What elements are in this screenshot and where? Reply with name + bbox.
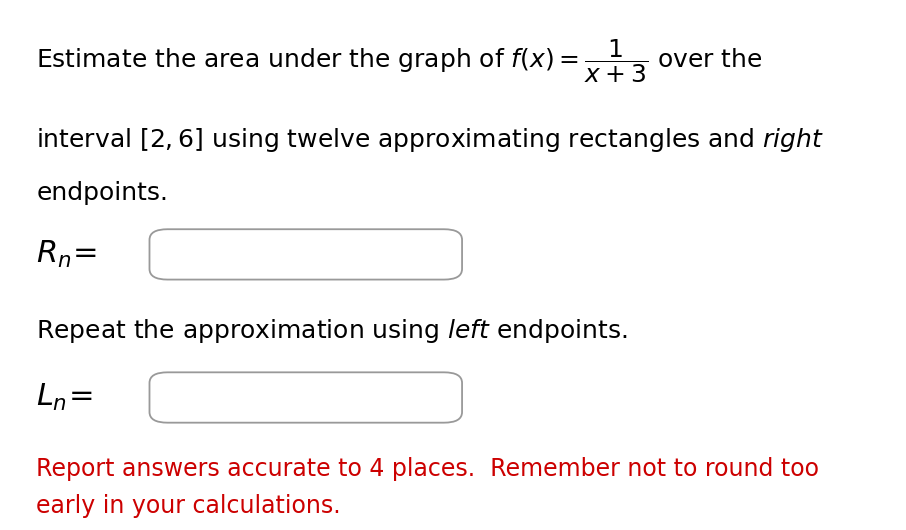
FancyBboxPatch shape	[149, 372, 462, 423]
FancyBboxPatch shape	[149, 229, 462, 280]
Text: $R_n\! =$: $R_n\! =$	[36, 239, 97, 270]
Text: early in your calculations.: early in your calculations.	[36, 494, 341, 518]
Text: $L_n\! =$: $L_n\! =$	[36, 382, 93, 413]
Text: interval $\left[2, 6\right]$ using twelve approximating rectangles and $\mathit{: interval $\left[2, 6\right]$ using twelv…	[36, 127, 824, 154]
Text: Repeat the approximation using $\mathit{left}$ endpoints.: Repeat the approximation using $\mathit{…	[36, 317, 628, 345]
Text: endpoints.: endpoints.	[36, 181, 169, 206]
Text: Report answers accurate to 4 places.  Remember not to round too: Report answers accurate to 4 places. Rem…	[36, 457, 819, 481]
Text: Estimate the area under the graph of $f(x) = \dfrac{1}{x+3}$ over the: Estimate the area under the graph of $f(…	[36, 37, 763, 85]
